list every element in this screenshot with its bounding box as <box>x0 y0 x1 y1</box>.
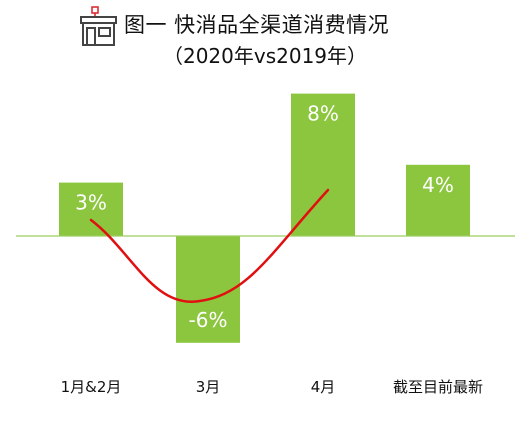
trend-curve <box>89 188 330 303</box>
store-icon <box>80 6 117 46</box>
bar-1 <box>59 182 123 236</box>
data-label-2: -6% <box>189 308 228 332</box>
chart-header: 图一 快消品全渠道消费情况 （2020年vs2019年） <box>0 0 530 80</box>
category-tick-2: 3月 <box>196 378 221 396</box>
category-tick-3: 4月 <box>311 378 336 396</box>
chart-subtitle: （2020年vs2019年） <box>162 44 368 68</box>
category-tick-1: 1月&2月 <box>61 378 122 396</box>
bar-2 <box>176 236 240 343</box>
bar-3 <box>291 93 355 236</box>
data-label-3: 8% <box>307 102 339 126</box>
bars-group <box>59 93 470 343</box>
data-label-4: 4% <box>422 173 454 197</box>
bar-4 <box>406 164 470 236</box>
data-label-1: 3% <box>75 191 107 215</box>
data-labels-group: 3% -6% 8% 4% <box>75 102 454 332</box>
chart-title: 图一 快消品全渠道消费情况 <box>124 13 390 37</box>
category-tick-4: 截至目前最新 <box>393 378 483 396</box>
category-ticks-group: 1月&2月 3月 4月 截至目前最新 <box>61 378 483 396</box>
